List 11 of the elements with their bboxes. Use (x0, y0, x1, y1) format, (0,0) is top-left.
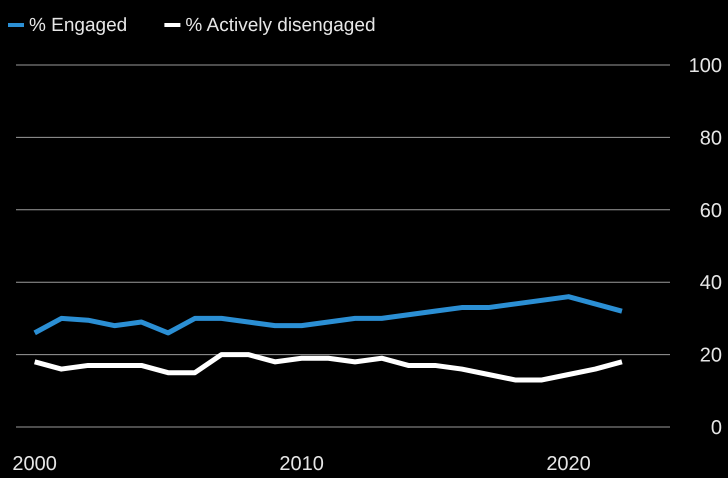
legend-label: % Actively disengaged (185, 15, 376, 36)
legend-label: % Engaged (29, 15, 128, 36)
y-tick-label: 20 (700, 344, 722, 367)
y-tick-label: 80 (700, 127, 722, 150)
x-tick-label: 2000 (12, 453, 57, 475)
y-tick-label: 60 (700, 200, 722, 222)
x-tick-label: 2020 (546, 453, 591, 475)
x-tick-label: 2010 (279, 453, 324, 475)
y-tick-label: 0 (710, 417, 722, 439)
y-tick-label: 40 (700, 272, 722, 294)
y-tick-label: 100 (688, 55, 722, 77)
